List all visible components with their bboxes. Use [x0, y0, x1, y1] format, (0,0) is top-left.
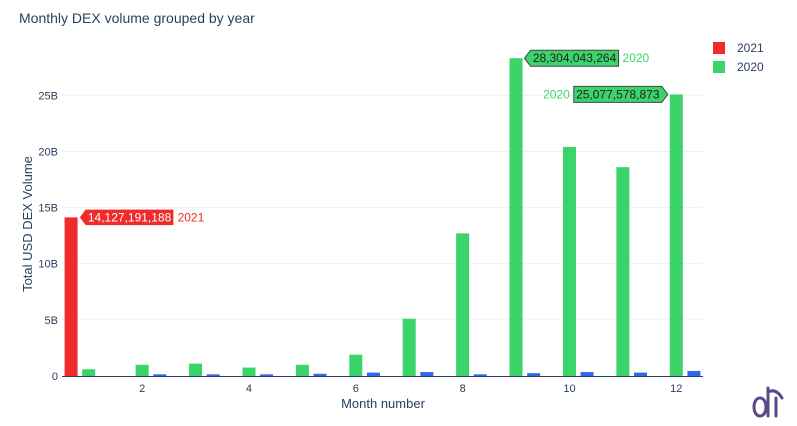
hover-labels: 14,127,191,188 2021 28,304,043,264 2020 25,0… — [79, 49, 669, 226]
bar-2020-month-10[interactable] — [562, 146, 576, 376]
bar-2020-month-8[interactable] — [456, 233, 470, 376]
y-tick-labels: 0 5B 10B 15B 20B 25B — [38, 90, 58, 383]
y-tick-label: 20B — [38, 146, 58, 158]
x-tick-label: 12 — [670, 383, 682, 395]
bar-2020-month-11[interactable] — [616, 167, 630, 376]
bar-2021-month-1[interactable] — [64, 217, 78, 376]
bar-series-2-month-6[interactable] — [366, 372, 380, 376]
hover-label-series: 2021 — [178, 210, 205, 224]
chart-title: Monthly DEX volume grouped by year — [19, 10, 255, 26]
bar-2020-month-4[interactable] — [242, 367, 256, 376]
x-tick-labels: 2 4 6 8 10 12 — [139, 383, 682, 395]
y-tick-label: 25B — [38, 90, 58, 102]
hover-label-box — [79, 209, 174, 226]
logo — [752, 386, 784, 418]
hover-label-value: 14,127,191,188 — [88, 210, 172, 224]
bars — [64, 58, 701, 376]
bar-series-2-month-4[interactable] — [260, 374, 274, 376]
bar-series-2-month-10[interactable] — [580, 372, 594, 376]
y-tick-label: 5B — [45, 315, 58, 327]
bar-series-2-month-3[interactable] — [206, 374, 220, 376]
bar-series-2-month-12[interactable] — [687, 370, 701, 376]
bar-2020-month-2[interactable] — [135, 364, 149, 376]
bar-2020-month-12[interactable] — [669, 94, 683, 376]
hover-label-box — [523, 49, 620, 67]
x-tick-label: 6 — [353, 383, 359, 395]
bar-2020-month-5[interactable] — [295, 364, 309, 376]
hover-label-box — [573, 85, 669, 103]
bar-series-2-month-2[interactable] — [153, 374, 167, 376]
grid-lines — [62, 94, 703, 321]
bar-series-2-month-8[interactable] — [473, 374, 487, 376]
bar-series-2-month-11[interactable] — [634, 372, 648, 376]
legend-swatch-2021[interactable] — [713, 42, 725, 54]
bar-2020-month-1[interactable] — [82, 369, 96, 376]
bar-series-2-month-9[interactable] — [527, 373, 541, 376]
hover-label-value: 25,077,578,873 — [576, 87, 660, 101]
legend-label-2021[interactable]: 2021 — [737, 41, 764, 55]
hover-label-series: 2020 — [543, 87, 570, 101]
x-axis-title: Month number — [341, 396, 425, 411]
x-tick-label: 4 — [246, 383, 252, 395]
x-tick-label: 8 — [460, 383, 466, 395]
y-tick-label: 10B — [38, 259, 58, 271]
y-tick-label: 0 — [52, 371, 58, 383]
y-axis-title: Total USD DEX Volume — [20, 156, 35, 292]
legend[interactable]: 2021 2020 — [713, 41, 764, 74]
legend-label-2020[interactable]: 2020 — [737, 60, 764, 74]
bar-2020-month-7[interactable] — [402, 318, 416, 376]
hover-label-series: 2020 — [623, 51, 650, 65]
bar-2020-month-3[interactable] — [189, 363, 203, 376]
legend-swatch-2020[interactable] — [713, 61, 725, 73]
hover-label-value: 28,304,043,264 — [533, 51, 617, 65]
y-tick-label: 15B — [38, 203, 58, 215]
x-tick-label: 10 — [563, 383, 575, 395]
bar-series-2-month-7[interactable] — [420, 372, 434, 376]
bar-2020-month-6[interactable] — [349, 354, 363, 376]
bar-series-2-month-5[interactable] — [313, 373, 327, 376]
x-tick-label: 2 — [139, 383, 145, 395]
bar-2020-month-9[interactable] — [509, 58, 523, 376]
logo-icon — [752, 386, 784, 418]
